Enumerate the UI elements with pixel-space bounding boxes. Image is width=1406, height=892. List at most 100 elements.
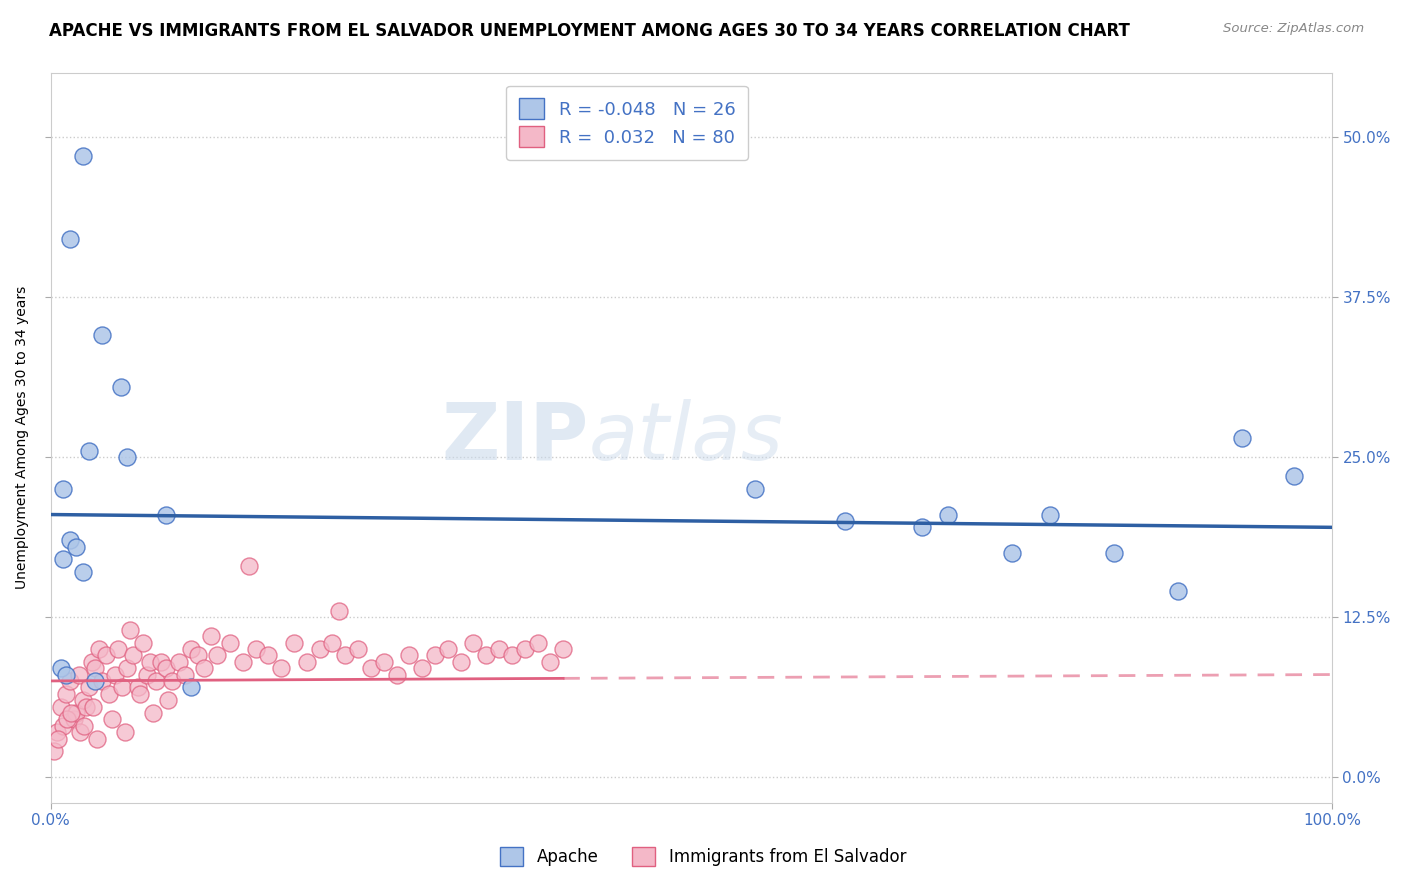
Point	[139, 655, 162, 669]
Point	[936, 508, 959, 522]
Point	[52, 482, 75, 496]
Point	[238, 558, 260, 573]
Point	[72, 565, 94, 579]
Point	[1232, 431, 1254, 445]
Point	[129, 687, 152, 701]
Point	[80, 655, 103, 669]
Text: atlas: atlas	[589, 399, 783, 476]
Point	[1039, 508, 1062, 522]
Point	[45, 725, 67, 739]
Point	[65, 540, 87, 554]
Point	[834, 514, 856, 528]
Point	[118, 623, 141, 637]
Point	[62, 712, 84, 726]
Point	[52, 552, 75, 566]
Point	[101, 712, 124, 726]
Point	[538, 655, 561, 669]
Point	[270, 661, 292, 675]
Point	[436, 642, 458, 657]
Point	[219, 635, 242, 649]
Text: APACHE VS IMMIGRANTS FROM EL SALVADOR UNEMPLOYMENT AMONG AGES 30 TO 34 YEARS COR: APACHE VS IMMIGRANTS FROM EL SALVADOR UN…	[49, 22, 1130, 40]
Point	[463, 635, 485, 649]
Point	[155, 661, 177, 675]
Point	[257, 648, 280, 663]
Point	[117, 450, 139, 464]
Point	[82, 699, 104, 714]
Point	[475, 648, 498, 663]
Point	[423, 648, 446, 663]
Point	[77, 681, 100, 695]
Y-axis label: Unemployment Among Ages 30 to 34 years: Unemployment Among Ages 30 to 34 years	[15, 286, 30, 590]
Point	[1167, 584, 1189, 599]
Point	[232, 655, 254, 669]
Point	[94, 648, 117, 663]
Point	[308, 642, 330, 657]
Point	[501, 648, 523, 663]
Point	[295, 655, 318, 669]
Point	[174, 667, 197, 681]
Point	[84, 673, 107, 688]
Point	[65, 706, 87, 720]
Point	[180, 642, 202, 657]
Point	[157, 693, 180, 707]
Point	[59, 673, 82, 688]
Text: Source: ZipAtlas.com: Source: ZipAtlas.com	[1223, 22, 1364, 36]
Point	[145, 673, 167, 688]
Point	[55, 687, 77, 701]
Point	[187, 648, 209, 663]
Point	[114, 725, 136, 739]
Point	[553, 642, 575, 657]
Point	[155, 508, 177, 522]
Point	[193, 661, 215, 675]
Point	[135, 667, 157, 681]
Point	[149, 655, 172, 669]
Point	[385, 667, 408, 681]
Point	[90, 328, 112, 343]
Point	[180, 681, 202, 695]
Point	[75, 699, 97, 714]
Point	[245, 642, 267, 657]
Point	[86, 731, 108, 746]
Point	[59, 533, 82, 548]
Point	[77, 443, 100, 458]
Point	[1282, 469, 1305, 483]
Point	[110, 379, 132, 393]
Point	[52, 719, 75, 733]
Point	[162, 673, 184, 688]
Point	[373, 655, 395, 669]
Point	[321, 635, 343, 649]
Point	[44, 744, 66, 758]
Point	[60, 706, 83, 720]
Point	[335, 648, 357, 663]
Point	[132, 635, 155, 649]
Legend: R = -0.048   N = 26, R =  0.032   N = 80: R = -0.048 N = 26, R = 0.032 N = 80	[506, 86, 748, 160]
Point	[117, 661, 139, 675]
Point	[121, 648, 143, 663]
Point	[200, 629, 222, 643]
Point	[46, 731, 69, 746]
Point	[49, 699, 72, 714]
Point	[450, 655, 472, 669]
Point	[67, 667, 90, 681]
Point	[142, 706, 165, 720]
Point	[411, 661, 433, 675]
Point	[49, 661, 72, 675]
Point	[69, 725, 91, 739]
Point	[347, 642, 370, 657]
Point	[104, 667, 127, 681]
Point	[59, 232, 82, 246]
Point	[488, 642, 510, 657]
Point	[55, 667, 77, 681]
Point	[107, 642, 129, 657]
Point	[398, 648, 420, 663]
Point	[56, 712, 79, 726]
Point	[911, 520, 934, 534]
Point	[72, 693, 94, 707]
Text: ZIP: ZIP	[441, 399, 589, 476]
Point	[360, 661, 382, 675]
Point	[283, 635, 305, 649]
Point	[1102, 546, 1125, 560]
Point	[513, 642, 536, 657]
Point	[111, 681, 134, 695]
Point	[90, 673, 112, 688]
